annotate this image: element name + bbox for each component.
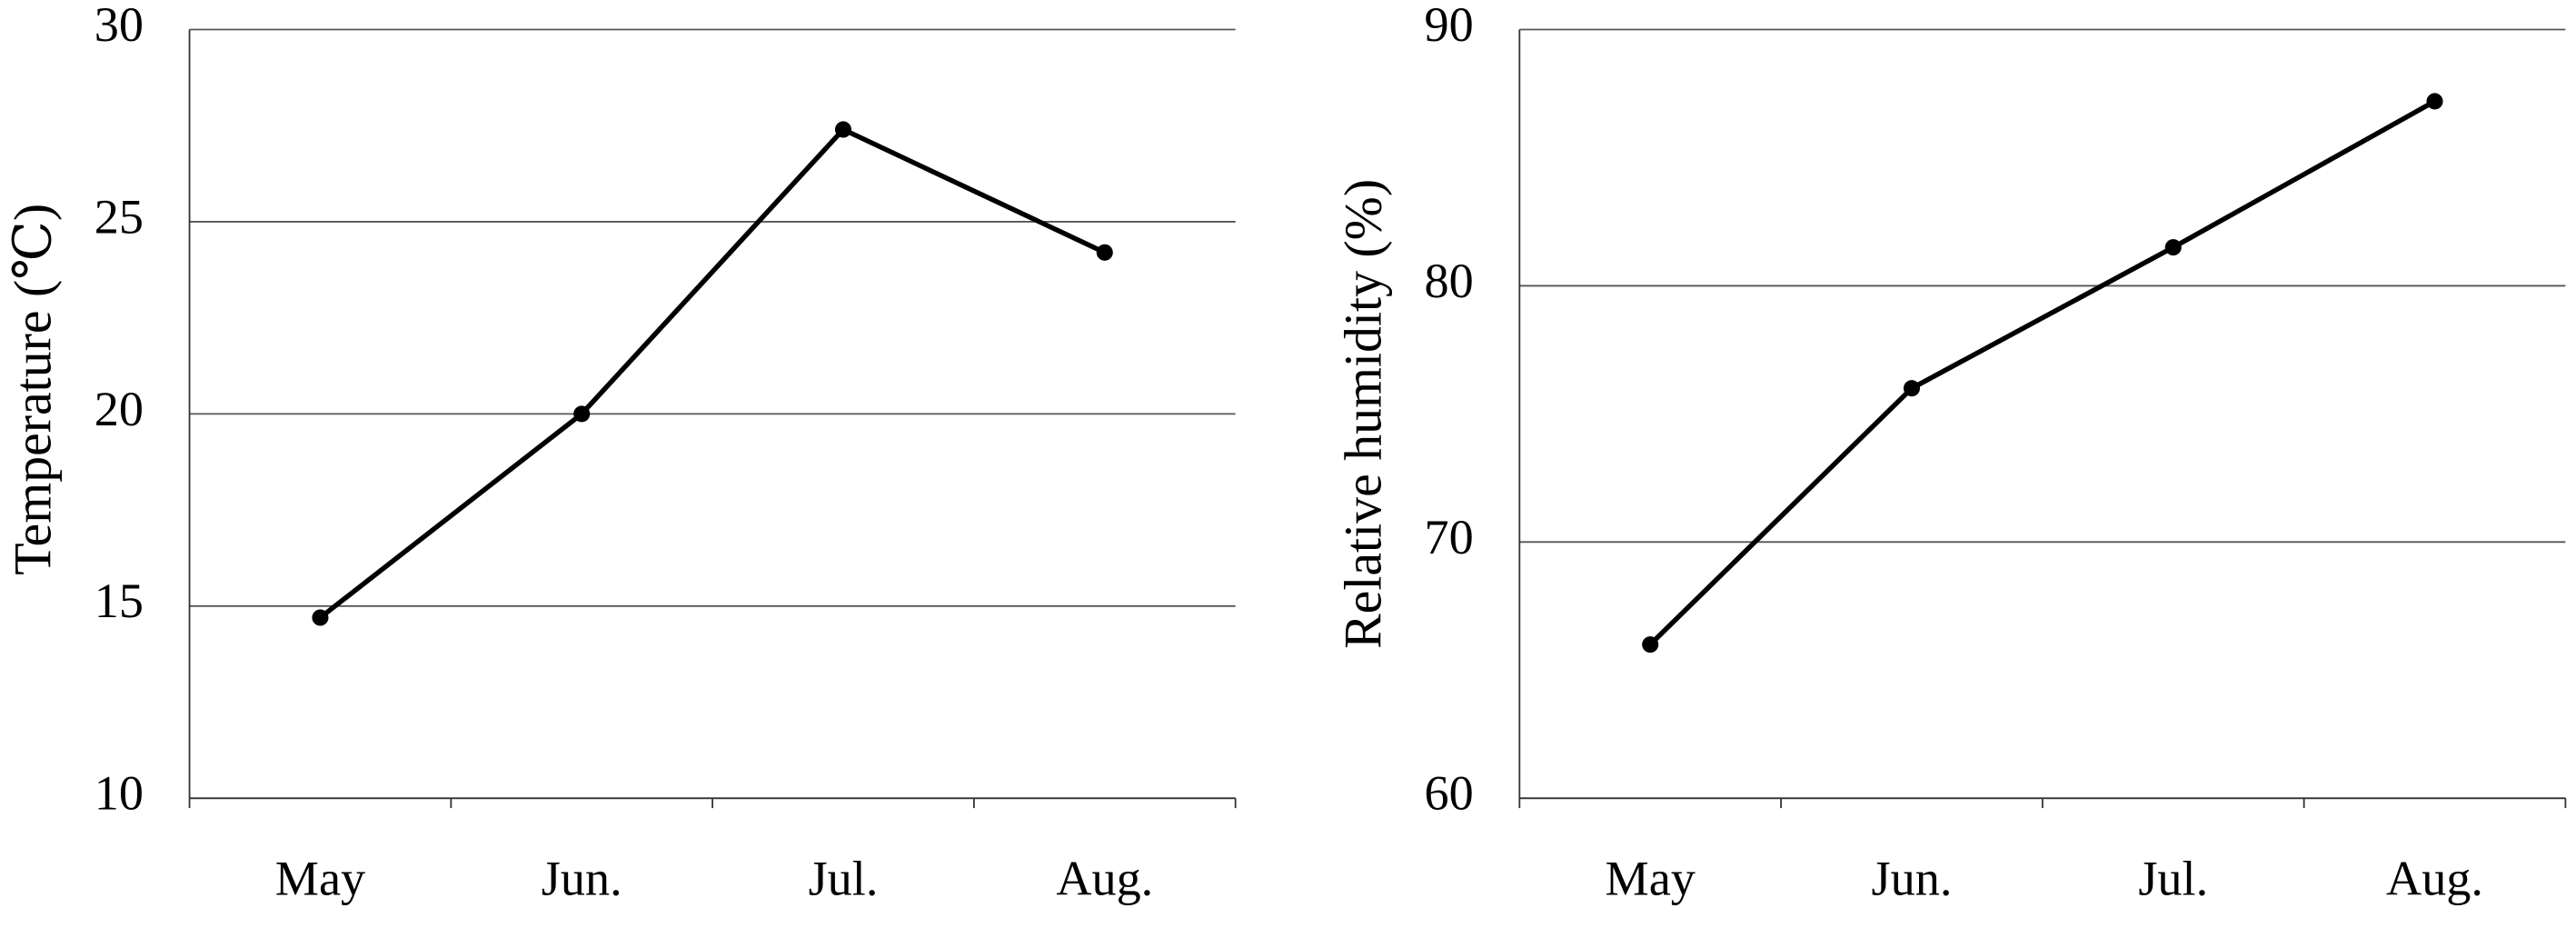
- data-point: [834, 121, 852, 138]
- x-tick-label: Jun.: [542, 852, 622, 906]
- y-tick-label: 60: [1424, 766, 1473, 821]
- data-line: [318, 126, 1106, 620]
- data-point: [1096, 244, 1113, 261]
- data-point: [1903, 380, 1920, 397]
- y-tick-label: 10: [94, 766, 144, 821]
- x-tick-label: May: [1606, 852, 1696, 906]
- y-tick-label: 15: [94, 574, 144, 628]
- x-tick-label: Aug.: [2386, 852, 2483, 906]
- x-tick-label: Aug.: [1056, 852, 1153, 906]
- y-axis-title: Relative humidity (%): [1333, 179, 1392, 649]
- y-tick-label: 20: [94, 382, 144, 436]
- data-point: [2164, 239, 2182, 256]
- x-tick-label: Jul.: [809, 852, 879, 906]
- data-point: [2426, 93, 2443, 110]
- data-point: [1642, 636, 1659, 654]
- y-tick-label: 80: [1424, 254, 1473, 308]
- data-point: [573, 405, 591, 423]
- data-point: [312, 609, 329, 626]
- y-tick-label: 70: [1424, 510, 1473, 564]
- x-tick-label: May: [275, 852, 365, 906]
- y-tick-label: 30: [94, 0, 144, 52]
- y-tick-label: 90: [1424, 0, 1473, 52]
- y-axis-title: Temperature (℃): [4, 204, 63, 575]
- data-line: [1648, 99, 2436, 647]
- x-tick-label: Jul.: [2138, 852, 2208, 906]
- x-tick-label: Jun.: [1872, 852, 1953, 906]
- y-tick-label: 25: [94, 189, 144, 244]
